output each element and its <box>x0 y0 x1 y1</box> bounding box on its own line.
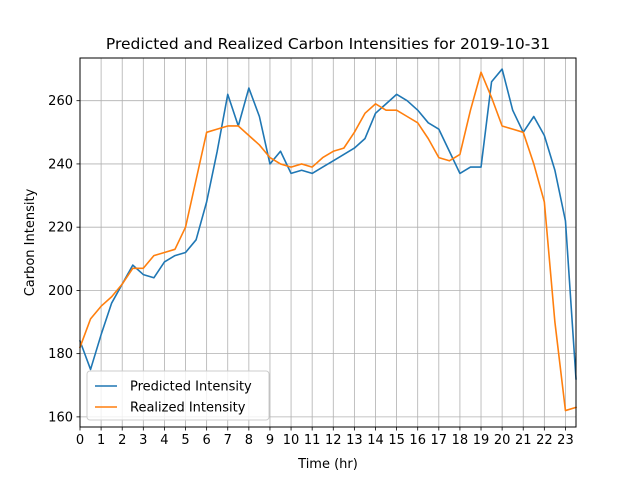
legend-label: Realized Intensity <box>130 401 246 416</box>
legend-label: Predicted Intensity <box>130 380 252 395</box>
x-tick-label: 21 <box>515 433 532 448</box>
x-tick-label: 8 <box>245 433 253 448</box>
series-line-predicted <box>78 68 577 380</box>
x-tick-label: 17 <box>431 433 448 448</box>
x-tick-label: 3 <box>139 433 147 448</box>
x-axis-ticks: 0 1 2 3 4 5 6 7 8 9 10 11 12 13 14 15 16 17 18 19 20 21 22 23 <box>76 427 574 448</box>
x-tick-label: 22 <box>536 433 553 448</box>
x-tick-label: 5 <box>181 433 189 448</box>
x-tick-label: 6 <box>202 433 210 448</box>
y-tick-label: 260 <box>48 94 73 109</box>
series-line-realized <box>78 71 577 412</box>
x-tick-label: 16 <box>409 433 426 448</box>
x-axis-title: Time (hr) <box>297 457 358 472</box>
x-tick-label: 4 <box>160 433 168 448</box>
x-tick-label: 1 <box>97 433 105 448</box>
chart-title: Predicted and Realized Carbon Intensitie… <box>106 35 550 53</box>
grid-lines <box>79 58 576 427</box>
plot-frame <box>79 57 577 428</box>
x-tick-label: 2 <box>118 433 126 448</box>
x-tick-label: 10 <box>283 433 300 448</box>
x-tick-label: 19 <box>473 433 490 448</box>
y-tick-label: 240 <box>48 157 73 172</box>
x-tick-label: 11 <box>304 433 321 448</box>
y-axis-title: Carbon Intensity <box>23 188 38 296</box>
x-tick-label: 14 <box>367 433 384 448</box>
series-lines <box>78 68 577 412</box>
y-axis-ticks: 160 180 200 220 240 260 <box>48 94 80 425</box>
legend-box <box>86 370 270 421</box>
x-tick-label: 15 <box>388 433 405 448</box>
legend: Predicted Intensity Realized Intensity <box>86 370 270 421</box>
x-tick-label: 0 <box>76 433 84 448</box>
y-tick-label: 160 <box>48 410 73 425</box>
x-tick-label: 20 <box>494 433 511 448</box>
y-tick-label: 220 <box>48 221 73 236</box>
x-tick-label: 12 <box>325 433 342 448</box>
x-tick-label: 23 <box>557 433 574 448</box>
x-tick-label: 13 <box>346 433 363 448</box>
y-tick-label: 180 <box>48 347 73 362</box>
y-tick-label: 200 <box>48 284 73 299</box>
x-tick-label: 18 <box>452 433 469 448</box>
x-tick-label: 7 <box>224 433 232 448</box>
x-tick-label: 9 <box>266 433 274 448</box>
